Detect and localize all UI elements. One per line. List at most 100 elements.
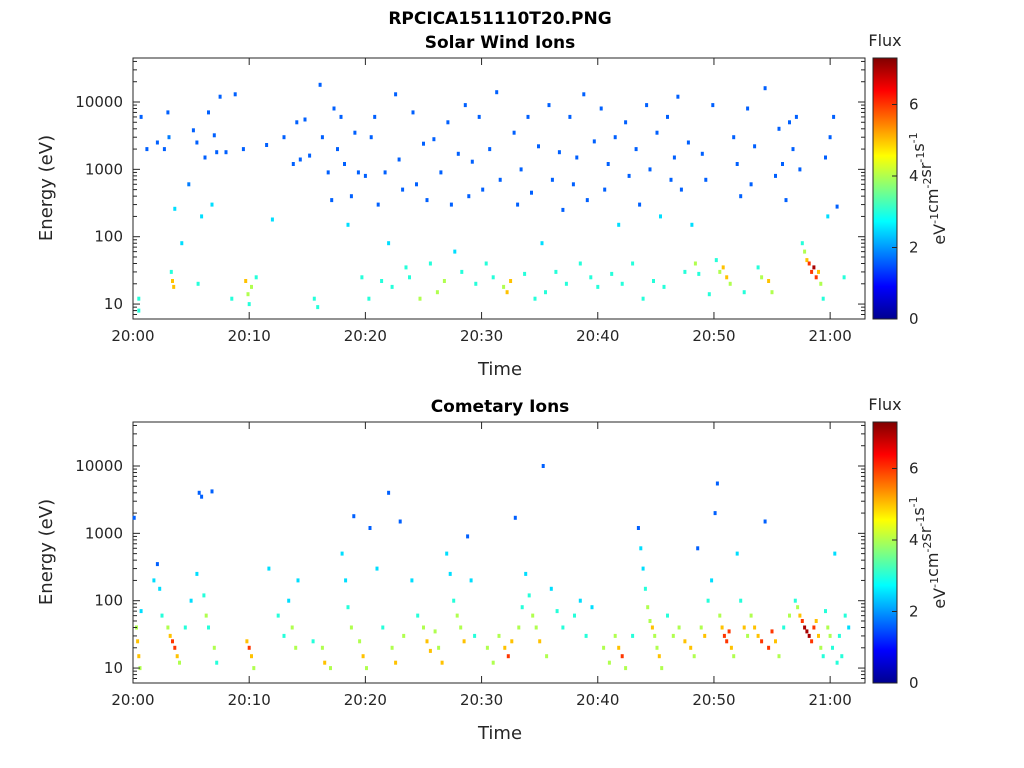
cometary-cell xyxy=(155,562,159,567)
solar-wind-cell xyxy=(624,120,628,125)
solar-wind-cell xyxy=(821,296,825,301)
cometary-cell xyxy=(660,666,664,671)
solar-wind-cell xyxy=(781,162,784,166)
solar-wind-cell xyxy=(519,167,523,172)
solar-wind-cell xyxy=(343,162,346,166)
cometary-cell xyxy=(323,660,327,665)
solar-wind-x-label: Time xyxy=(477,359,522,380)
cometary-cell xyxy=(727,629,731,634)
cometary-colorbar-unit-label: eV-1cm-2sr-1s-1 xyxy=(907,496,949,608)
cometary-cell xyxy=(473,633,477,638)
cometary-cell xyxy=(782,625,786,630)
solar-wind-x-tick-label: 20:40 xyxy=(576,327,619,345)
solar-wind-cell xyxy=(320,135,324,140)
cometary-cell xyxy=(803,625,807,630)
cometary-cell xyxy=(720,625,724,630)
cometary-colorbar-label: Flux xyxy=(868,395,901,414)
solar-wind-cell xyxy=(330,198,334,203)
cometary-x-tick-label: 20:00 xyxy=(111,691,154,709)
cometary-cell xyxy=(175,654,179,659)
cometary-cell xyxy=(683,639,687,644)
cometary-cell xyxy=(602,645,606,650)
cometary-cell xyxy=(445,551,449,556)
cometary-cell xyxy=(210,489,214,494)
cometary-cell xyxy=(452,598,456,603)
cometary-cell xyxy=(517,625,521,630)
solar-wind-cell xyxy=(353,130,357,135)
solar-wind-cell xyxy=(346,222,350,227)
solar-wind-cell xyxy=(145,147,149,152)
solar-wind-cell xyxy=(265,143,269,147)
solar-wind-cell xyxy=(557,150,561,155)
cometary-cell xyxy=(837,633,841,638)
cometary-cell xyxy=(425,639,429,644)
cometary-cell xyxy=(718,613,722,618)
solar-wind-cell xyxy=(446,120,450,125)
solar-wind-cell xyxy=(814,275,818,280)
solar-wind-panel: Solar Wind Ions 20:00 20:10 20:20 20:30 20:4… xyxy=(36,31,949,380)
solar-wind-cell xyxy=(463,103,467,108)
solar-wind-cell xyxy=(200,214,204,219)
cometary-cell xyxy=(402,633,406,638)
cometary-cell xyxy=(847,625,851,630)
cometary-cell xyxy=(212,645,216,650)
cometary-cell xyxy=(282,633,286,638)
cometary-cell xyxy=(742,625,746,630)
cometary-cell xyxy=(763,519,767,524)
cometary-cell xyxy=(722,633,726,638)
cometary-cell xyxy=(197,490,201,495)
cometary-cell xyxy=(805,629,809,634)
cometary-cell xyxy=(168,633,172,638)
solar-wind-cell xyxy=(613,135,617,140)
solar-wind-cell xyxy=(298,157,302,162)
solar-wind-cell xyxy=(568,114,572,119)
solar-wind-cell xyxy=(596,284,600,289)
solar-wind-cell xyxy=(373,114,377,119)
solar-wind-cell xyxy=(196,281,200,286)
solar-wind-cell xyxy=(411,110,415,115)
solar-wind-cell xyxy=(509,279,513,283)
cometary-cell xyxy=(817,633,820,638)
cometary-cell xyxy=(136,639,140,644)
solar-wind-cell xyxy=(620,281,624,286)
cometary-cell xyxy=(448,571,452,576)
solar-wind-cell xyxy=(800,241,804,246)
solar-wind-cell xyxy=(812,265,816,270)
cometary-cell xyxy=(294,645,298,650)
cometary-cell xyxy=(715,481,719,486)
cometary-cell xyxy=(555,609,559,614)
solar-wind-cell xyxy=(422,141,425,146)
solar-wind-cell xyxy=(167,135,171,140)
cometary-cell xyxy=(767,645,771,650)
cometary-cell xyxy=(735,551,739,556)
solar-wind-cell xyxy=(742,290,746,295)
solar-wind-cell xyxy=(819,281,823,286)
solar-wind-cell xyxy=(641,296,645,301)
cometary-cell xyxy=(639,546,643,551)
cometary-cell xyxy=(706,598,710,603)
cometary-cell xyxy=(770,629,774,634)
solar-wind-cell xyxy=(233,92,237,97)
solar-wind-cell xyxy=(246,292,250,297)
solar-wind-cell xyxy=(634,147,638,152)
cometary-colorbar-tick-label: 0 xyxy=(909,674,919,692)
cometary-cell xyxy=(584,633,588,638)
cometary-cell xyxy=(819,645,823,650)
cometary-cell xyxy=(573,613,576,618)
cometary-cell xyxy=(756,633,760,638)
solar-wind-cell xyxy=(672,155,676,160)
cometary-cell xyxy=(152,578,156,583)
cometary-cell xyxy=(793,598,797,603)
solar-wind-cell xyxy=(735,162,739,166)
cometary-x-tick-label: 20:50 xyxy=(692,691,735,709)
solar-wind-cell xyxy=(666,114,669,119)
solar-wind-cell xyxy=(369,135,373,140)
solar-wind-cell xyxy=(749,182,753,187)
cometary-cell xyxy=(375,566,379,571)
solar-wind-cell xyxy=(655,130,659,135)
cometary-cell xyxy=(653,633,657,638)
solar-wind-cell xyxy=(767,279,771,283)
cometary-cell xyxy=(485,645,489,650)
cometary-cell xyxy=(296,578,300,583)
solar-wind-cell xyxy=(603,187,607,192)
